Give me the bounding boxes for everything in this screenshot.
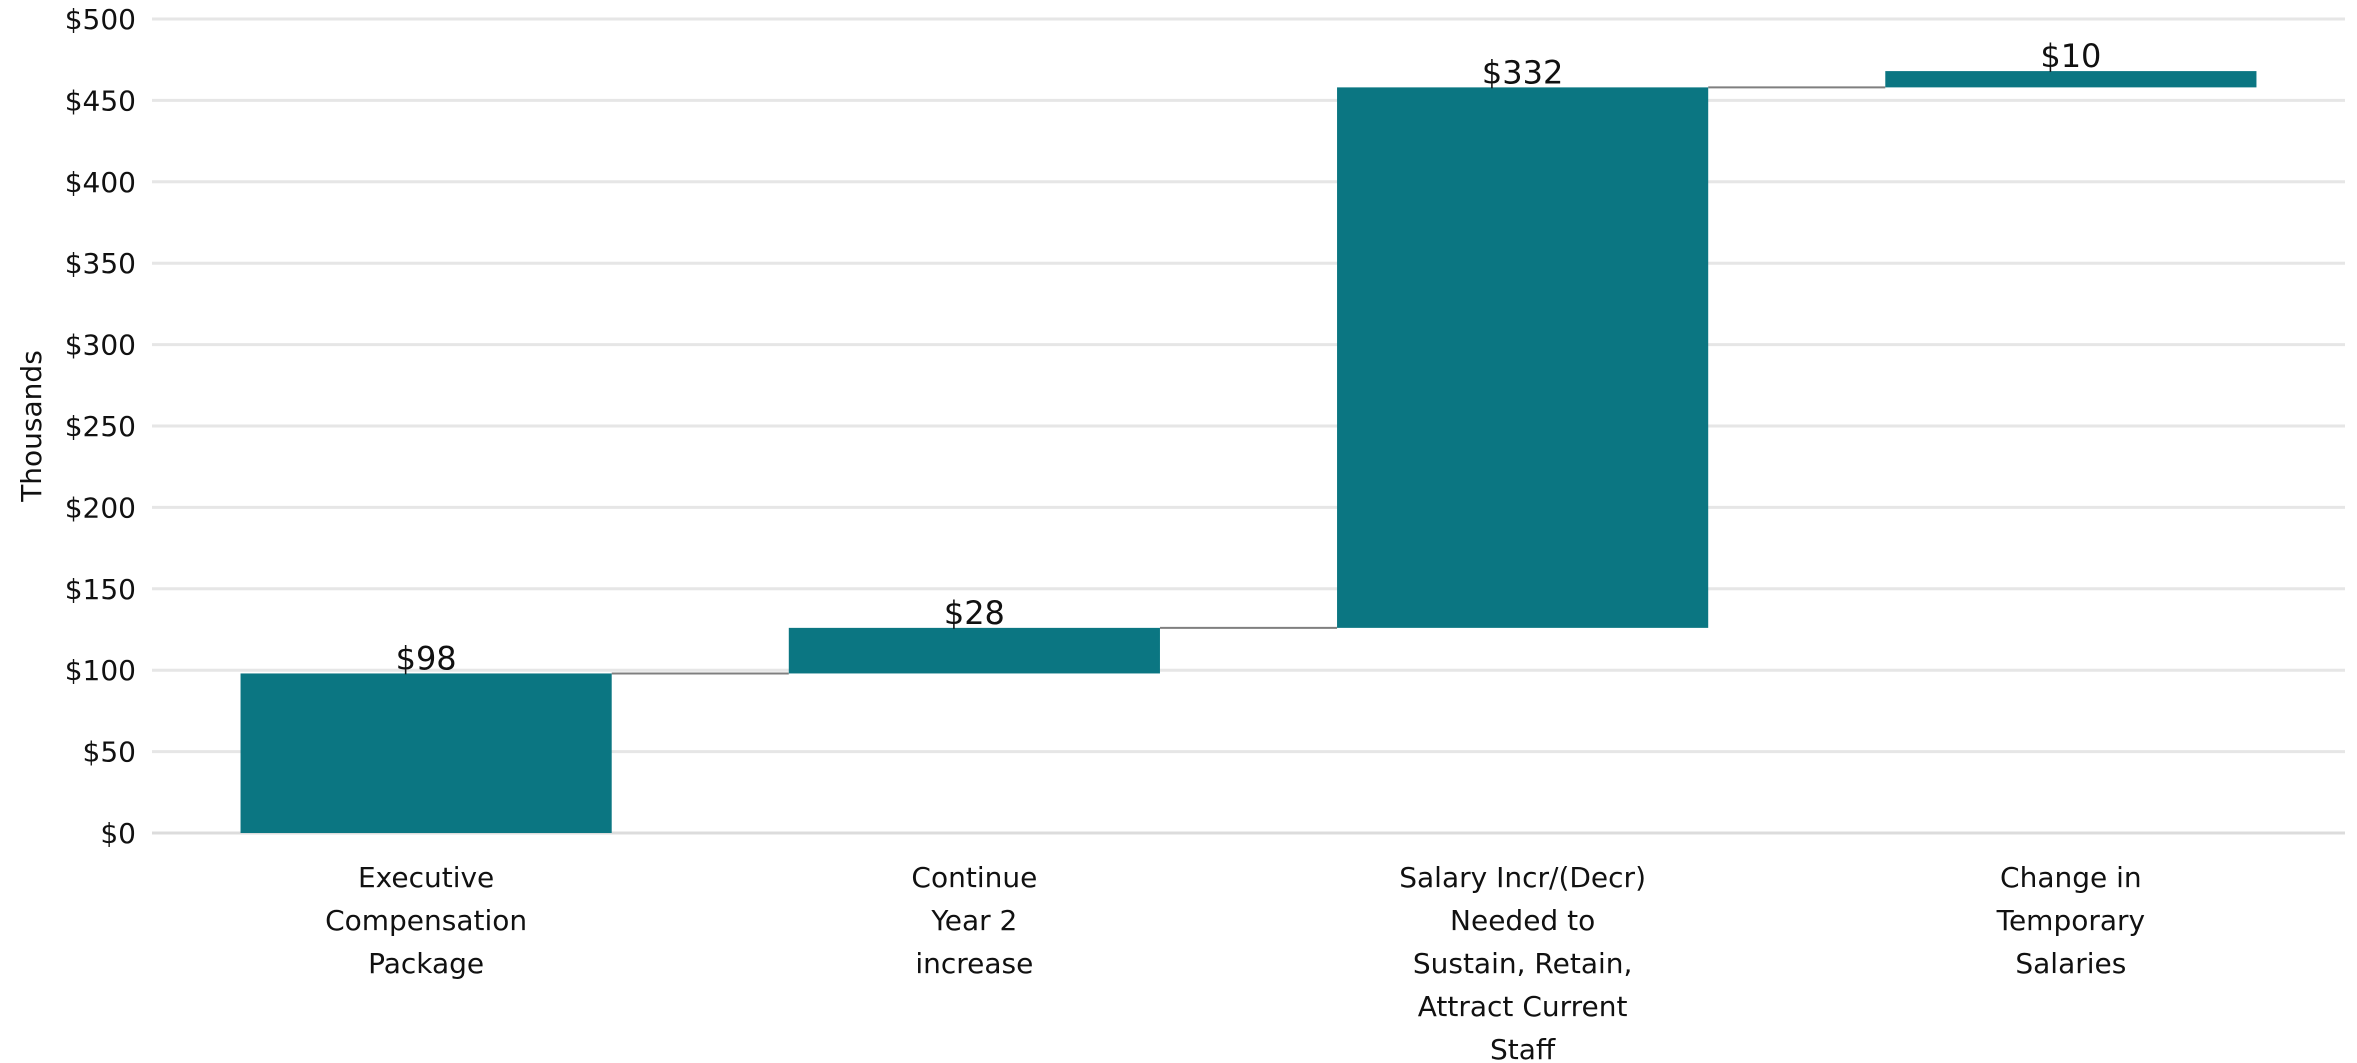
data-labels: $98 $28 $332 $10	[396, 37, 2102, 677]
y-tick-label: $0	[100, 817, 136, 850]
y-tick-label: $400	[65, 166, 136, 199]
waterfall-bar	[1337, 87, 1709, 628]
y-tick-label: $200	[65, 491, 136, 524]
y-tick-label: $450	[65, 84, 136, 117]
waterfall-bar	[1885, 71, 2257, 88]
waterfall-bar	[240, 673, 612, 833]
bar-value-label: $28	[944, 594, 1005, 632]
bar-value-label: $98	[396, 639, 457, 677]
y-tick-label: $500	[65, 3, 136, 36]
connector-lines	[611, 86, 1886, 675]
y-tick-label: $100	[65, 654, 136, 687]
x-category-label: Change in Temporary Salaries	[1996, 861, 2146, 980]
y-tick-label: $50	[83, 736, 136, 769]
bar-value-label: $332	[1482, 53, 1563, 91]
bars	[240, 71, 2257, 833]
y-tick-label: $300	[65, 329, 136, 362]
x-category-label: Salary Incr/(Decr) Needed to Sustain, Reta…	[1399, 861, 1646, 1063]
y-tick-label: $350	[65, 247, 136, 280]
waterfall-bar	[788, 627, 1160, 674]
bar-value-label: $10	[2040, 37, 2101, 75]
x-category-label: Executive Compensation Package	[325, 861, 527, 980]
x-axis-category-labels: Executive Compensation Package Continue Year…	[325, 861, 2145, 1063]
y-tick-label: $150	[65, 573, 136, 606]
y-axis-title: Thousands	[15, 350, 48, 503]
y-tick-label: $250	[65, 410, 136, 443]
x-category-label: Continue Year 2 increase	[911, 861, 1037, 980]
y-axis-tick-labels: $0 $50 $100 $150 $200 $250 $300 $350 $400 $450 $50…	[65, 3, 136, 850]
